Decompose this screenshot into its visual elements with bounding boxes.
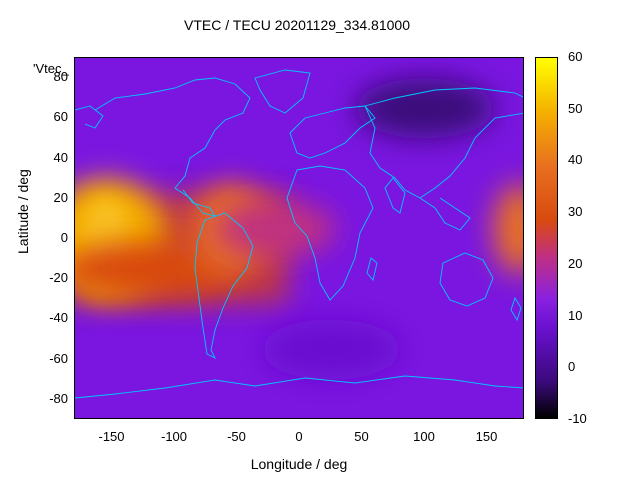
coast-greenland [254, 69, 311, 114]
coastlines [75, 69, 523, 399]
coast-madagascar [366, 257, 378, 281]
coast-new-zealand [510, 296, 522, 322]
key-label: 'Vtec_ [33, 61, 69, 76]
x-tick-label: 0 [295, 429, 303, 444]
y-tick-label: 40 [53, 149, 68, 165]
x-tick-label: -150 [98, 429, 125, 444]
tec-feature [493, 183, 523, 274]
coast-africa [286, 165, 374, 301]
tec-map-svg [75, 69, 523, 399]
x-tick-label: 100 [413, 429, 435, 444]
tec-feature [261, 319, 402, 380]
y-tick-label: -40 [49, 310, 68, 326]
coast-india [384, 177, 406, 214]
coast-south-america [194, 212, 254, 360]
coast-antarctica [75, 375, 523, 399]
y-tick-label: 0 [60, 230, 68, 245]
coast-north-america [94, 77, 251, 217]
y-axis-label: Latitude / deg [15, 169, 31, 254]
x-tick-label: -100 [160, 429, 188, 444]
chart-title: VTEC / TECU 20201129_334.81000 [184, 17, 410, 33]
tec-feature [355, 78, 495, 139]
coast-alaska [75, 105, 104, 129]
x-tick-label: 150 [475, 429, 498, 444]
colorbar-tick-label: -10 [568, 411, 587, 426]
y-tick-label: -20 [49, 270, 68, 286]
x-tick-label: -50 [227, 429, 246, 444]
y-tick-label: -80 [49, 390, 68, 406]
colorbar-tick-label: 10 [568, 307, 583, 323]
coast-asia [364, 87, 523, 199]
y-tick-label: 20 [53, 189, 68, 205]
colorbar-tick-label: 20 [568, 255, 583, 271]
colorbar-tick-label: 50 [568, 100, 583, 116]
colorbar [535, 57, 558, 419]
colorbar-tick-label: 60 [568, 49, 583, 64]
colorbar-tick-label: 30 [568, 204, 583, 220]
tec-heat-layer [75, 78, 523, 380]
tec-feature [75, 241, 240, 298]
tec-feature [215, 200, 335, 257]
coast-southeast-asia [419, 197, 471, 231]
x-axis-label: Longitude / deg [250, 456, 348, 472]
coast-europe [289, 105, 376, 159]
colorbar-tick-label: 0 [568, 359, 576, 375]
y-tick-label: 60 [53, 109, 68, 125]
y-tick-label: 80 [53, 69, 68, 85]
y-tick-label: -60 [49, 350, 68, 366]
map-plot-area [74, 57, 524, 419]
x-tick-label: 50 [354, 429, 369, 444]
colorbar-tick-label: 40 [568, 152, 583, 168]
coast-australia [439, 252, 494, 307]
